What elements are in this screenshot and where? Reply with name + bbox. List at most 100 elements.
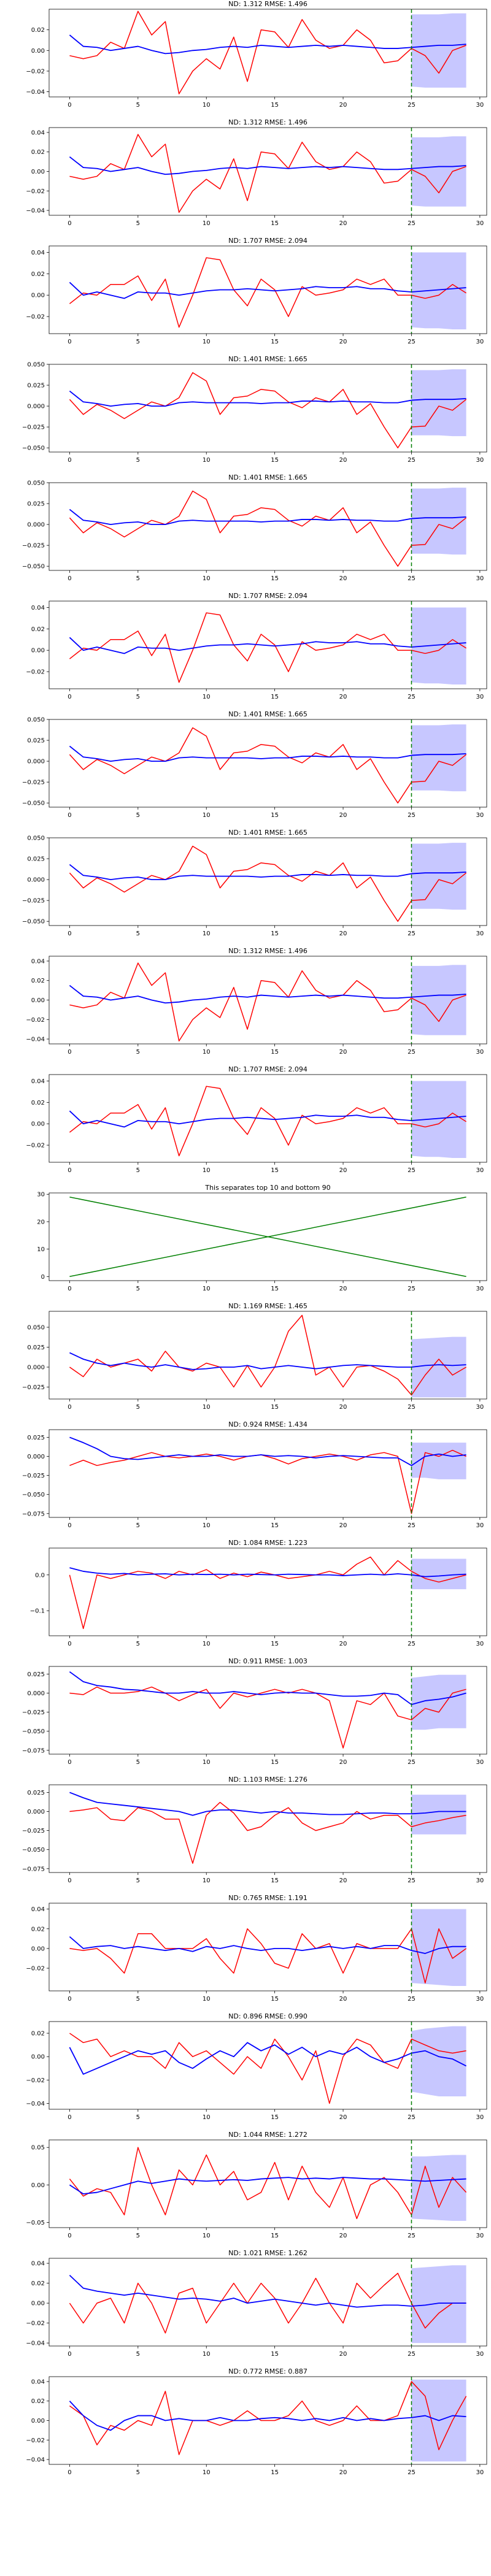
x-tick-label: 10 <box>203 812 211 819</box>
chart-panel-15: ND: 0.911 RMSE: 1.003 0 5 10 15 20 25 30 0.025 0.… <box>22 1657 487 1766</box>
prediction-line <box>69 282 466 299</box>
plot-frame <box>48 1192 487 1281</box>
y-tick-label: 0.025 <box>27 738 45 745</box>
x-tick-label: 5 <box>136 812 140 819</box>
y-tick-label: −0.025 <box>22 424 45 431</box>
chart-title: ND: 1.084 RMSE: 1.223 <box>228 1539 307 1547</box>
x-tick-label: 20 <box>339 1167 347 1174</box>
y-tick-label: −0.050 <box>22 919 45 926</box>
uncertainty-band <box>411 1081 466 1159</box>
x-tick-label: 20 <box>339 575 347 582</box>
y-tick-label: 0 <box>41 1274 45 1281</box>
actual-line <box>69 257 466 328</box>
x-tick-label: 20 <box>339 1641 347 1647</box>
actual-line <box>69 1314 466 1396</box>
x-tick-label: 15 <box>271 1167 279 1174</box>
prediction-line <box>69 1792 466 1816</box>
plot-frame <box>48 9 487 98</box>
uncertainty-band <box>411 1336 466 1398</box>
actual-line <box>69 962 466 1041</box>
y-tick-label: 30 <box>37 1192 45 1198</box>
chart-panel-10: ND: 1.707 RMSE: 2.094 0 5 10 15 20 25 30 0.04 0.0… <box>26 1065 487 1174</box>
x-tick-label: 10 <box>203 575 211 582</box>
chart-panel-13: ND: 0.924 RMSE: 1.434 0 5 10 15 20 25 30 0.025 0.… <box>22 1420 487 1529</box>
x-tick-label: 15 <box>271 1522 279 1529</box>
chart-panel-8: ND: 1.401 RMSE: 1.665 0 5 10 15 20 25 30 0.050 0.… <box>22 829 487 937</box>
y-tick-label: 0.025 <box>27 1344 45 1351</box>
actual-line <box>69 490 467 567</box>
actual-line <box>69 1928 467 1984</box>
y-tick-label: 0.02 <box>31 2031 45 2037</box>
x-tick-label: 15 <box>271 1877 279 1884</box>
y-tick-label: −0.02 <box>26 2437 45 2444</box>
x-tick-label: 5 <box>136 220 140 227</box>
prediction-line <box>69 1110 466 1128</box>
x-tick-label: 30 <box>476 1996 484 2003</box>
x-tick-label: 20 <box>339 2351 347 2358</box>
x-tick-label: 30 <box>476 694 484 700</box>
x-tick-label: 30 <box>476 812 484 819</box>
x-tick-label: 30 <box>476 102 484 109</box>
y-tick-label: −0.075 <box>22 1511 45 1517</box>
x-tick-label: 25 <box>408 1049 416 1056</box>
x-tick-label: 10 <box>203 1877 211 1884</box>
prediction-line <box>69 508 466 525</box>
x-tick-label: 30 <box>476 1286 484 1292</box>
y-tick-label: −0.025 <box>22 1473 45 1479</box>
y-tick-label: −0.025 <box>22 898 45 905</box>
uncertainty-band <box>411 1674 466 1730</box>
x-tick-label: 25 <box>408 1404 416 1411</box>
y-tick-label: 0.04 <box>31 250 45 256</box>
x-tick-label: 5 <box>136 1049 140 1056</box>
x-tick-label: 20 <box>339 2469 347 2476</box>
x-tick-label: 10 <box>203 1404 211 1411</box>
x-tick-label: 20 <box>339 930 347 937</box>
y-tick-label: −0.04 <box>26 2340 45 2347</box>
prediction-line <box>69 1671 466 1706</box>
x-tick-label: 30 <box>476 1759 484 1766</box>
prediction-line <box>69 2042 466 2075</box>
y-tick-label: 0.050 <box>27 480 45 487</box>
chart-panel-9: ND: 1.312 RMSE: 1.496 0 5 10 15 20 25 30 0.04 0.0… <box>26 947 487 1056</box>
y-tick-label: −0.050 <box>22 1847 45 1853</box>
chart-title: ND: 1.103 RMSE: 1.276 <box>228 1776 307 1784</box>
y-tick-label: 0.000 <box>27 1454 45 1460</box>
prediction-line <box>69 637 466 654</box>
plot-frame <box>48 364 487 453</box>
y-tick-label: −0.050 <box>22 1492 45 1498</box>
x-tick-label: 20 <box>339 1759 347 1766</box>
y-tick-label: 0.025 <box>27 1435 45 1441</box>
y-tick-label: −0.02 <box>26 1017 45 1024</box>
prediction-line <box>69 1567 466 1577</box>
plot-frame <box>48 1666 487 1755</box>
plot-frame <box>48 600 487 689</box>
y-tick-label: 0.00 <box>31 2301 45 2307</box>
uncertainty-band <box>411 13 466 88</box>
chart-title: ND: 1.401 RMSE: 1.665 <box>228 473 307 481</box>
y-tick-label: 0.025 <box>27 1790 45 1796</box>
y-tick-label: −0.02 <box>26 1143 45 1149</box>
x-tick-label: 15 <box>271 1404 279 1411</box>
plot-frame <box>48 1547 487 1636</box>
y-tick-label: 0.00 <box>31 1121 45 1128</box>
x-tick-label: 10 <box>203 457 211 464</box>
x-tick-label: 30 <box>476 2351 484 2358</box>
x-tick-label: 30 <box>476 930 484 937</box>
x-tick-label: 20 <box>339 1996 347 2003</box>
plot-frame <box>48 2258 487 2347</box>
uncertainty-band <box>411 843 466 910</box>
y-tick-label: 0.02 <box>31 626 45 633</box>
y-tick-label: 0.04 <box>31 129 45 136</box>
x-tick-label: 0 <box>68 1286 71 1292</box>
x-tick-label: 5 <box>136 930 140 937</box>
actual-line <box>69 2147 467 2220</box>
x-tick-label: 15 <box>271 1996 279 2003</box>
y-tick-label: −0.075 <box>22 1747 45 1754</box>
x-tick-label: 20 <box>339 694 347 700</box>
plot-frame <box>48 245 487 334</box>
chart-title: ND: 1.707 RMSE: 2.094 <box>228 237 307 245</box>
y-tick-label: 0.04 <box>31 605 45 611</box>
x-tick-label: 20 <box>339 812 347 819</box>
x-tick-label: 5 <box>136 2469 140 2476</box>
x-tick-label: 10 <box>203 1167 211 1174</box>
